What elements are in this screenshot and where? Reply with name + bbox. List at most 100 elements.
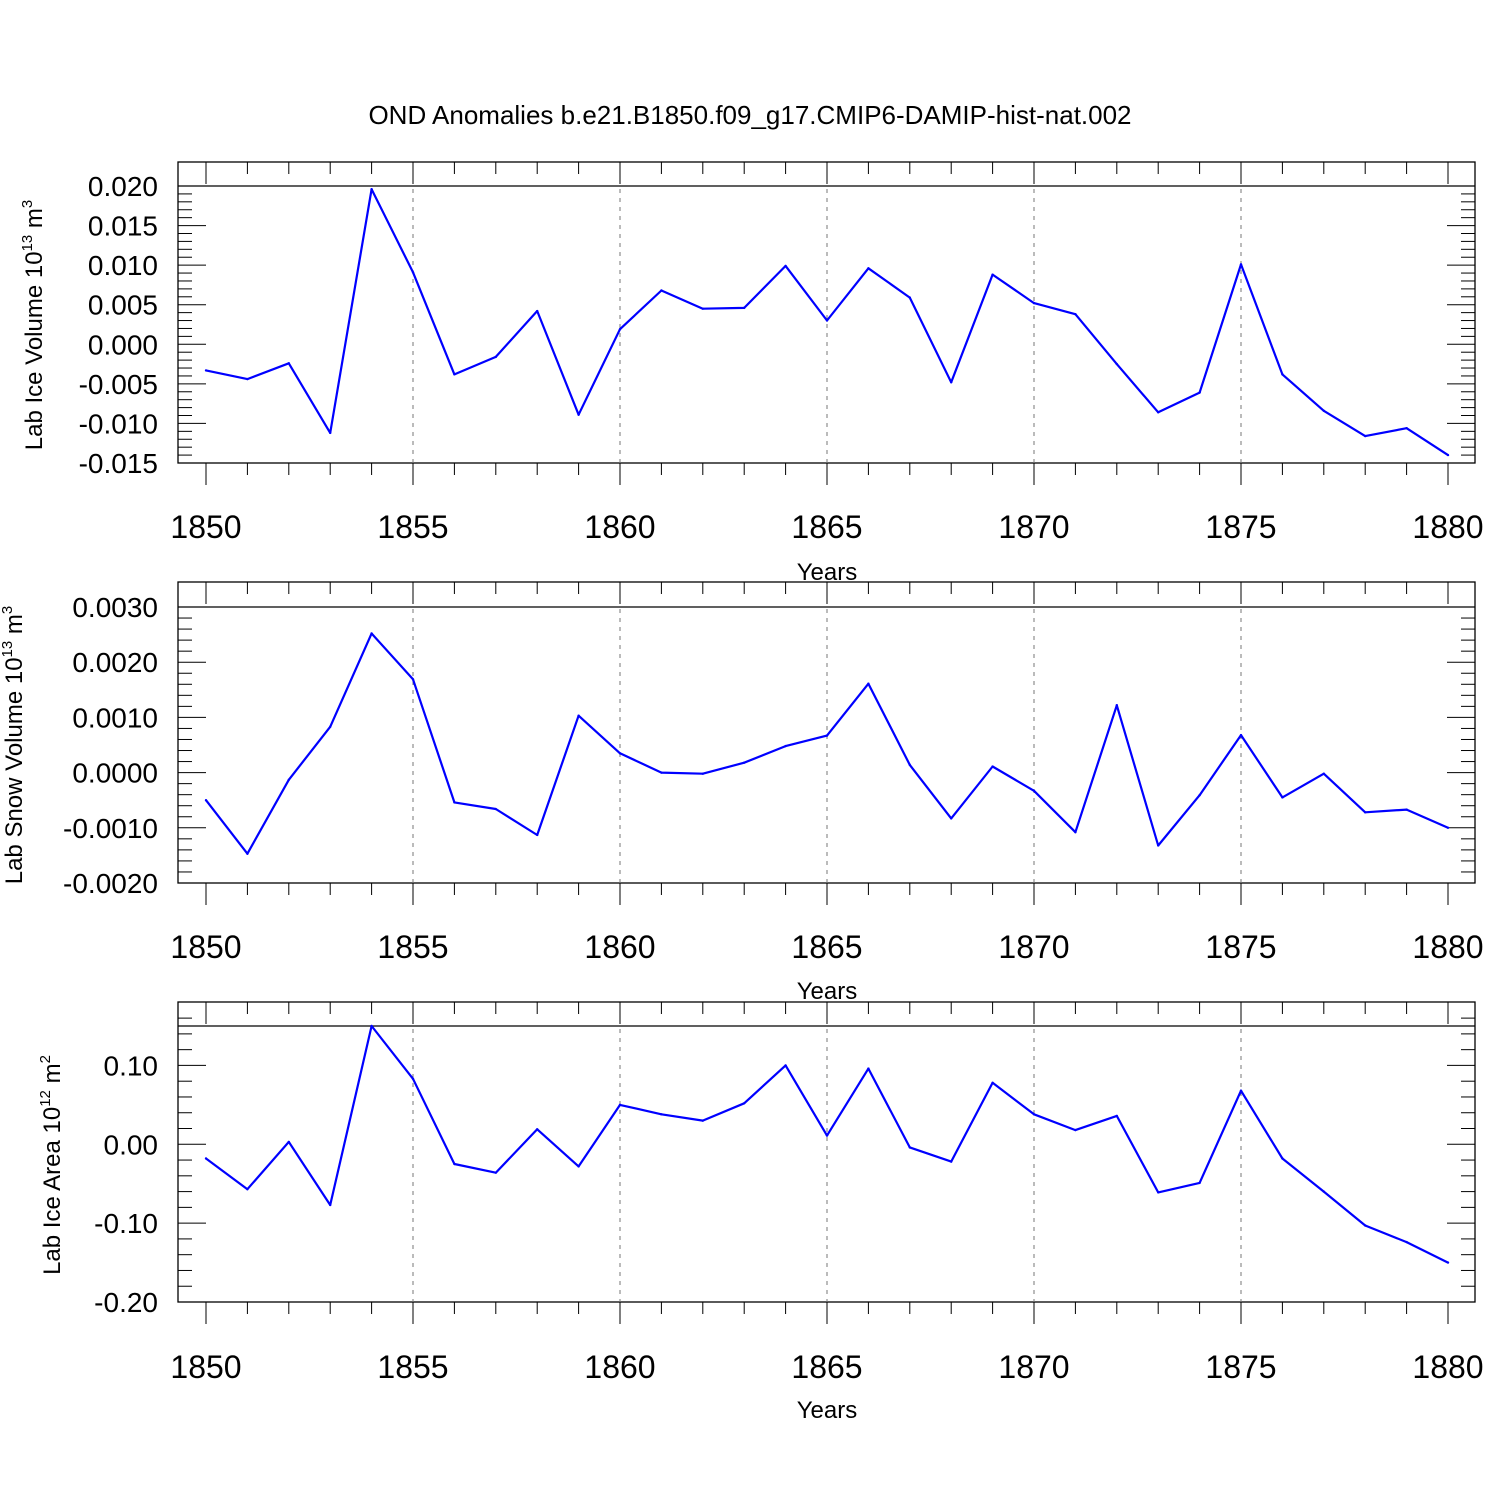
y-tick-label: -0.010 (79, 408, 158, 439)
data-point (1405, 808, 1408, 811)
x-tick-label: 1865 (791, 1349, 862, 1385)
data-point (743, 761, 746, 764)
data-point (950, 381, 953, 384)
data-point (453, 373, 456, 376)
data-point (453, 1162, 456, 1166)
data-point (204, 1157, 208, 1160)
chart-panel-2: 1850 1855 1860 1865 1870 1875 1880 -0.0020 -0.00… (0, 581, 1484, 1005)
data-point (1032, 1113, 1036, 1116)
x-tick-label: 1855 (377, 509, 448, 545)
y-axis-title-part: Lab Ice Volume 10 (21, 251, 48, 450)
x-tick-label: 1865 (791, 509, 862, 545)
x-tick-label: 1860 (584, 929, 655, 965)
chart-panel-1: 1850 1855 1860 1865 1870 1875 1880 -0.015 -0.010… (19, 161, 1484, 586)
y-axis-title-superscript: 13 (19, 235, 36, 252)
y-tick-label: 0.0010 (72, 702, 158, 733)
data-point (825, 1134, 829, 1137)
data-point (660, 771, 663, 774)
y-axis-title-superscript: 3 (19, 200, 36, 208)
y-axis-title-part: m (21, 208, 48, 235)
figure-title: OND Anomalies b.e21.B1850.f09_g17.CMIP6-… (368, 100, 1131, 130)
data-point (908, 763, 911, 767)
data-point (1157, 844, 1160, 847)
data-point (1364, 434, 1367, 438)
data-point (991, 273, 994, 276)
data-point (660, 289, 663, 292)
data-point (494, 355, 497, 359)
y-tick-label: -0.005 (79, 369, 158, 400)
data-point (411, 678, 415, 681)
data-point (577, 413, 580, 416)
data-point (784, 1064, 787, 1067)
x-tick-label: 1860 (584, 509, 655, 545)
data-point (1446, 826, 1450, 829)
data-point (370, 632, 373, 635)
x-tick-label: 1870 (998, 1349, 1069, 1385)
y-tick-label: 0.020 (88, 171, 158, 202)
data-point (453, 801, 456, 804)
data-point (1446, 1261, 1450, 1264)
data-point (1074, 313, 1077, 316)
data-point (1281, 373, 1284, 376)
data-point (370, 187, 373, 191)
y-axis-title: Lab Snow Volume 1013 m3 (0, 606, 28, 885)
data-point (1239, 733, 1243, 737)
data-point (1115, 704, 1119, 707)
x-tick-label: 1870 (998, 929, 1069, 965)
y-tick-label: 0.0020 (72, 647, 158, 678)
data-point (1157, 411, 1160, 414)
data-point (204, 799, 208, 802)
y-axis-title-part: m (1, 614, 28, 641)
chart-panel-3: 1850 1855 1860 1865 1870 1875 1880 -0.20 -0.10 0.… (37, 1001, 1484, 1424)
data-point (577, 714, 580, 717)
data-point (908, 296, 911, 299)
y-tick-label: 0.0030 (72, 592, 158, 623)
data-point (1239, 1089, 1243, 1092)
data-point (1032, 301, 1036, 305)
y-axis-title-part: m (39, 1063, 66, 1090)
x-tick-label: 1880 (1412, 1349, 1483, 1385)
data-point (1198, 391, 1201, 394)
data-point (1115, 362, 1119, 366)
data-point (743, 306, 746, 310)
data-point (660, 1113, 663, 1116)
data-point (1281, 1157, 1284, 1160)
data-point (246, 852, 249, 855)
data-point (1239, 263, 1243, 266)
data-point (1281, 796, 1284, 799)
data-point (287, 778, 290, 781)
data-point (494, 1171, 497, 1174)
y-tick-label: -0.20 (94, 1287, 158, 1318)
y-axis-title-part: Lab Ice Area 10 (39, 1107, 66, 1275)
data-point (536, 1128, 539, 1131)
y-tick-label: -0.10 (94, 1208, 158, 1239)
y-axis-title-superscript: 13 (0, 641, 16, 658)
data-point (908, 1146, 911, 1149)
y-axis-title-superscript: 12 (37, 1090, 54, 1107)
data-point (1032, 789, 1036, 793)
data-point (246, 377, 249, 381)
data-point (825, 734, 829, 737)
data-point (701, 1119, 704, 1122)
data-point (825, 319, 829, 322)
y-tick-label: 0.000 (88, 329, 158, 360)
x-tick-label: 1855 (377, 1349, 448, 1385)
y-tick-label: -0.0010 (63, 813, 158, 844)
data-point (950, 1160, 953, 1163)
data-point (867, 682, 870, 685)
data-point (411, 271, 415, 274)
data-point (1074, 831, 1077, 834)
data-point (618, 328, 622, 331)
data-point (411, 1077, 415, 1081)
data-point (1157, 1191, 1160, 1194)
x-tick-label: 1880 (1412, 509, 1483, 545)
data-point (1198, 1181, 1201, 1185)
x-tick-label: 1875 (1205, 509, 1276, 545)
x-tick-label: 1865 (791, 929, 862, 965)
data-point (991, 765, 994, 768)
data-point (329, 431, 332, 435)
data-point (204, 369, 208, 372)
y-axis-title-part: Lab Snow Volume 10 (1, 657, 28, 884)
